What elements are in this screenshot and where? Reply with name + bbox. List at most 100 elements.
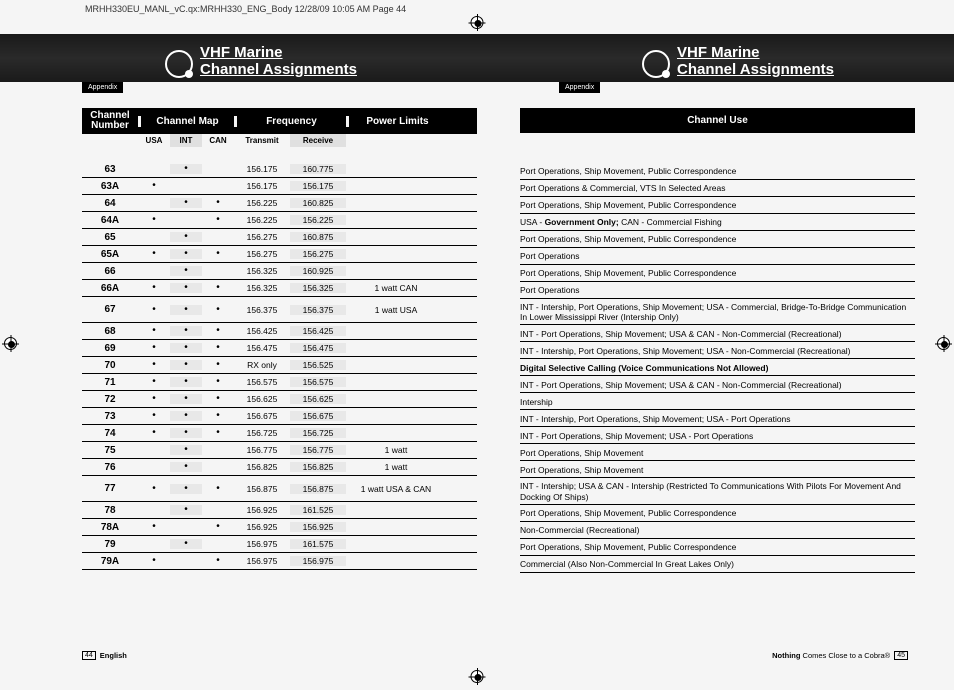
cell-channel: 71 [82, 377, 138, 388]
cell-transmit: 156.325 [234, 283, 290, 293]
cell-transmit: 156.275 [234, 232, 290, 242]
cell-receive: 156.725 [290, 428, 346, 438]
cell-int: • [170, 343, 202, 353]
cell-channel: 73 [82, 411, 138, 422]
cell-receive: 160.925 [290, 266, 346, 276]
cell-usa: • [138, 326, 170, 336]
radio-icon [165, 50, 193, 78]
table-row: USA - Government Only; CAN - Commercial … [520, 214, 915, 231]
cell-receive: 156.925 [290, 522, 346, 532]
sh-usa: USA [138, 134, 170, 147]
cell-use: USA - Government Only; CAN - Commercial … [520, 217, 722, 227]
cell-receive: 156.975 [290, 556, 346, 566]
cell-channel: 79A [82, 556, 138, 567]
cell-channel: 67 [82, 304, 138, 315]
cell-channel: 78A [82, 522, 138, 533]
cell-channel: 74 [82, 428, 138, 439]
cell-transmit: 156.275 [234, 249, 290, 259]
cell-receive: 156.475 [290, 343, 346, 353]
cell-int: • [170, 394, 202, 404]
cell-transmit: 156.925 [234, 522, 290, 532]
cell-can: • [202, 326, 234, 336]
cell-channel: 64 [82, 198, 138, 209]
cell-channel: 68 [82, 326, 138, 337]
cell-receive: 156.325 [290, 283, 346, 293]
cell-use: Port Operations & Commercial, VTS In Sel… [520, 183, 726, 193]
footer-right-text: Nothing Comes Close to a Cobra® [772, 651, 890, 660]
cell-transmit: 156.925 [234, 505, 290, 515]
cell-usa: • [138, 360, 170, 370]
cell-int: • [170, 283, 202, 293]
cell-usa: • [138, 305, 170, 315]
cell-use: INT - Intership, Port Operations, Ship M… [520, 346, 851, 356]
cell-int: • [170, 377, 202, 387]
table-row: Port Operations [520, 248, 915, 265]
table-row: Port Operations, Ship Movement, Public C… [520, 265, 915, 282]
table-row: Port Operations, Ship Movement, Public C… [520, 231, 915, 248]
cell-can: • [202, 428, 234, 438]
cell-can: • [202, 394, 234, 404]
cell-receive: 160.775 [290, 164, 346, 174]
cell-use: Port Operations, Ship Movement, Public C… [520, 234, 736, 244]
table-row: 77•••156.875156.8751 watt USA & CAN [82, 476, 477, 502]
table-row: Port Operations [520, 282, 915, 299]
th-frequency: Frequency [234, 116, 346, 127]
table-row: Port Operations, Ship Movement, Public C… [520, 505, 915, 522]
table-row: 63•156.175160.775 [82, 161, 477, 178]
cell-int: • [170, 326, 202, 336]
cell-use: Intership [520, 397, 553, 407]
cell-transmit: 156.725 [234, 428, 290, 438]
cell-receive: 156.225 [290, 215, 346, 225]
cell-usa: • [138, 249, 170, 259]
table-row: Port Operations, Ship Movement [520, 444, 915, 461]
th-channel-map: Channel Map [138, 116, 234, 127]
cell-channel: 76 [82, 462, 138, 473]
cell-receive: 156.625 [290, 394, 346, 404]
cell-channel: 65 [82, 232, 138, 243]
table-row: 65•156.275160.875 [82, 229, 477, 246]
table-row: 66A•••156.325156.3251 watt CAN [82, 280, 477, 297]
cell-use: Port Operations, Ship Movement, Public C… [520, 542, 736, 552]
table-row: 70•••RX only156.525 [82, 357, 477, 374]
cell-receive: 156.825 [290, 462, 346, 472]
cell-can: • [202, 198, 234, 208]
table-row: INT - Port Operations, Ship Movement; US… [520, 325, 915, 342]
left-table-subheader: USA INT CAN Transmit Receive [82, 134, 477, 147]
cell-receive: 160.875 [290, 232, 346, 242]
table-row: INT - Intership, Port Operations, Ship M… [520, 410, 915, 427]
table-row: INT - Port Operations, Ship Movement; US… [520, 376, 915, 393]
appendix-tab-right: Appendix [559, 82, 600, 93]
crop-mark-right [937, 337, 950, 353]
cell-can: • [202, 305, 234, 315]
table-row: 64A••156.225156.225 [82, 212, 477, 229]
cell-power: 1 watt [346, 462, 446, 472]
cell-use: Non-Commercial (Recreational) [520, 525, 640, 535]
cell-channel: 72 [82, 394, 138, 405]
cell-int: • [170, 428, 202, 438]
footer-left-text: English [100, 651, 127, 660]
cell-use: Port Operations [520, 285, 580, 295]
cell-use: Port Operations, Ship Movement, Public C… [520, 508, 736, 518]
cell-power: 1 watt [346, 445, 446, 455]
table-row: 78•156.925161.525 [82, 502, 477, 519]
table-row: 66•156.325160.925 [82, 263, 477, 280]
sh-transmit: Transmit [234, 134, 290, 147]
cell-int: • [170, 360, 202, 370]
cell-transmit: 156.375 [234, 305, 290, 315]
cell-use: INT - Port Operations, Ship Movement; US… [520, 329, 842, 339]
cell-int: • [170, 411, 202, 421]
table-row: 64••156.225160.825 [82, 195, 477, 212]
cell-transmit: 156.825 [234, 462, 290, 472]
cell-use: INT - Intership; USA & CAN - Intership (… [520, 481, 915, 501]
cell-transmit: 156.775 [234, 445, 290, 455]
cell-can: • [202, 343, 234, 353]
cell-usa: • [138, 556, 170, 566]
cell-int: • [170, 249, 202, 259]
cell-use: Port Operations [520, 251, 580, 261]
table-row: 76•156.825156.8251 watt [82, 459, 477, 476]
footer-left: 44 English [82, 651, 127, 660]
cell-int: • [170, 505, 202, 515]
table-row: 73•••156.675156.675 [82, 408, 477, 425]
cell-transmit: 156.225 [234, 215, 290, 225]
table-row: 67•••156.375156.3751 watt USA [82, 297, 477, 323]
